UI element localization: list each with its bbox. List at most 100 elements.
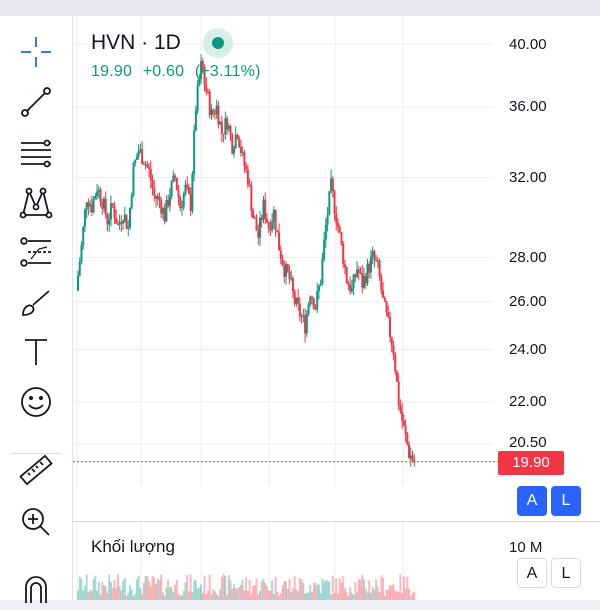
top-bar [0,0,600,16]
candle-body [309,296,312,305]
brush-tool[interactable] [14,280,58,324]
volume-bar [153,577,156,600]
candle-body [238,138,241,148]
candle-body [297,297,300,304]
volume-bar [231,588,234,600]
text-tool[interactable] [14,330,58,374]
candle-body [227,126,230,130]
pattern-tool[interactable] [14,180,58,224]
candle-body [295,297,298,304]
emoji-tool[interactable] [14,380,58,424]
candle-body [267,222,270,229]
prediction-tool[interactable] [14,230,58,274]
candle-body [397,381,400,406]
volume-auto-scale-button[interactable]: A [517,558,547,588]
ruler-tool[interactable] [14,448,58,492]
crosshair-tool[interactable] [14,30,58,74]
candle-body [210,109,213,116]
volume-bar [196,588,199,600]
volume-bar [250,594,253,600]
price-tick: 40.00 [509,36,547,53]
symbol-header: HVN · 1D [91,28,233,58]
volume-bar [179,595,182,600]
volume-bar [203,575,206,600]
volume-bar [363,579,365,600]
candle-body [257,230,260,238]
candle-body [231,134,234,154]
volume-bar [207,590,209,600]
volume-log-scale-button[interactable]: L [551,558,581,588]
volume-bar [340,582,343,600]
log-scale-button[interactable]: L [551,486,581,516]
volume-bar [269,590,272,600]
volume-bar [288,579,291,600]
magnet-tool[interactable] [14,566,58,610]
candle-body [144,164,147,166]
candle-body [245,165,248,170]
volume-bar [413,591,416,600]
candle-body [376,260,379,262]
candle-body [383,297,386,302]
volume-bar [194,580,197,600]
volume-bar [144,576,147,600]
auto-scale-button[interactable]: A [517,486,547,516]
candle-body [163,208,166,222]
volume-bar [394,590,397,600]
candle-body [262,199,265,220]
price-plot[interactable] [73,16,600,600]
volume-bar [383,595,386,600]
volume-bar [279,593,282,600]
volume-bar [253,585,256,600]
volume-bar [239,584,242,600]
volume-bar [267,590,270,600]
ruler-icon [19,454,53,486]
candle-body [243,152,246,166]
volume-bar [347,595,350,600]
candle-body [198,78,201,86]
chart-pane[interactable]: HVN · 1D 19.90 +0.60 (+3.11%) 40.00 36.0… [73,16,600,600]
volume-bar [78,576,81,600]
candle-body [326,214,329,225]
candle-body [182,193,185,208]
volume-bar [389,585,391,600]
volume-bar [130,589,133,600]
volume-bar [191,592,194,600]
candle-body [158,196,161,201]
volume-bar [319,593,322,600]
fib-retracement-tool[interactable] [14,130,58,174]
volume-bar [103,585,105,600]
candle-body [217,105,220,125]
candle-body [104,198,107,215]
volume-bar [265,586,268,600]
volume-bar [278,595,281,600]
candle-body [404,425,407,435]
trend-line-tool[interactable] [14,80,58,124]
candle-body [278,232,281,251]
candle-body [311,296,313,299]
candle-body [271,221,274,231]
candle-body [241,152,244,154]
last-price: 19.90 [91,63,133,80]
candle-body [213,113,216,115]
volume-bar [212,589,215,600]
zoom-in-tool[interactable] [14,500,58,544]
candle-body [139,149,142,151]
volume-bar [170,586,173,600]
pane-divider[interactable] [73,521,600,522]
volume-bar [184,582,187,600]
volume-bar [155,583,157,600]
fib-retracement-icon [21,139,51,168]
volume-bar [135,579,138,600]
candle-body [366,263,369,284]
candle-body [108,219,111,225]
volume-bar [83,585,86,600]
emoji-icon [21,387,51,417]
volume-bar [321,578,324,600]
volume-bar [304,593,307,600]
price-change-percent: (+3.11%) [194,63,261,80]
candle-body [135,156,138,160]
volume-bar [382,577,385,600]
volume-bar [408,588,411,600]
volume-bar [343,588,346,600]
volume-bar [357,579,360,600]
